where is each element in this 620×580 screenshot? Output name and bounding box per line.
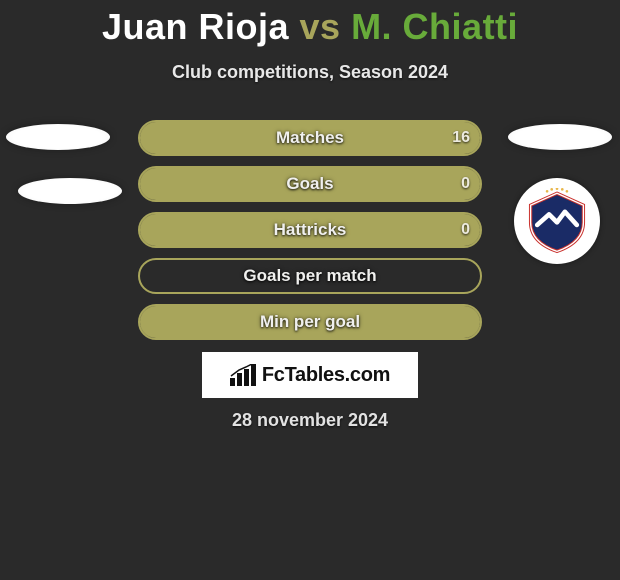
player2-logo-b — [514, 178, 600, 264]
title-player2: M. Chiatti — [351, 6, 518, 47]
metric-row: Min per goal — [138, 304, 482, 340]
metric-row: Goals per match — [138, 258, 482, 294]
metrics-chart: 16Matches 0Goals 0Hattricks Goals per match… — [138, 120, 482, 350]
metric-row: 16Matches — [138, 120, 482, 156]
page-title: Juan Rioja vs M. Chiatti — [0, 0, 620, 48]
metric-value-right: 0 — [461, 221, 470, 239]
title-vs: vs — [300, 6, 341, 47]
player2-logo-a — [508, 124, 612, 150]
metric-bar-right — [140, 168, 480, 200]
metric-label: Goals per match — [140, 266, 480, 286]
title-player1: Juan Rioja — [102, 6, 289, 47]
metric-bar-right — [140, 306, 480, 338]
metric-row: 0Goals — [138, 166, 482, 202]
metric-bar-right — [140, 214, 480, 246]
player1-logo-a — [6, 124, 110, 150]
generated-date: 28 november 2024 — [0, 410, 620, 431]
metric-bar-right — [140, 122, 480, 154]
brand-badge: FcTables.com — [202, 352, 418, 398]
club-crest-icon — [524, 188, 590, 254]
metric-row: 0Hattricks — [138, 212, 482, 248]
metric-value-right: 0 — [461, 175, 470, 193]
metric-value-right: 16 — [452, 129, 470, 147]
subtitle: Club competitions, Season 2024 — [0, 62, 620, 83]
player1-logo-b — [18, 178, 122, 204]
comparison-infographic: Juan Rioja vs M. Chiatti Club competitio… — [0, 0, 620, 580]
brand-text: FcTables.com — [262, 364, 390, 387]
brand-chart-icon — [230, 364, 256, 386]
